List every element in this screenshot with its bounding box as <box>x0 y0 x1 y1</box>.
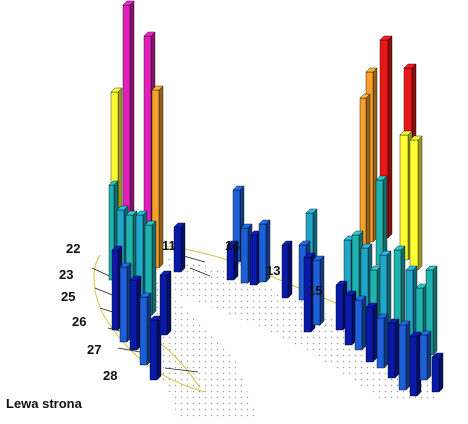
bar-33 <box>375 175 388 266</box>
bar-45 <box>354 295 367 351</box>
bar-15 <box>159 270 172 336</box>
bar-49 <box>398 320 411 391</box>
bar-39 <box>393 245 406 331</box>
bar-27 <box>379 35 393 239</box>
bar-26 <box>312 255 325 326</box>
arch-outline-inner <box>159 244 341 306</box>
tooth-label-15: 15 <box>308 283 323 298</box>
bar-47 <box>376 313 389 369</box>
bar-38 <box>379 250 392 326</box>
bar-16 <box>173 222 186 273</box>
bar-50 <box>409 331 422 397</box>
bar-44 <box>344 290 357 346</box>
tooth-label-14: 14 <box>225 238 240 253</box>
bar-12 <box>129 275 142 351</box>
tooth-label-22: 22 <box>66 241 81 256</box>
tooth-label-28: 28 <box>103 368 118 383</box>
floor-shadow-middle <box>160 255 440 400</box>
bar-51 <box>419 330 432 381</box>
bar-46 <box>365 302 378 363</box>
tooth-label-11: 11 <box>162 238 176 253</box>
tooth-label-26: 26 <box>72 314 87 329</box>
bar-48 <box>387 318 400 379</box>
bar-32 <box>409 135 423 271</box>
tooth-label-23: 23 <box>59 267 74 282</box>
bar-22 <box>281 240 293 299</box>
tooth-label-25: 25 <box>61 289 76 304</box>
tooth-label-13: 13 <box>266 263 281 278</box>
bar-14 <box>149 315 162 381</box>
bar-30 <box>359 93 371 259</box>
bar-13 <box>139 292 152 366</box>
bar-21 <box>258 219 271 283</box>
bar-11 <box>119 262 132 343</box>
bars-group <box>108 0 444 397</box>
bar-52 <box>431 352 444 393</box>
bar-18 <box>226 240 239 281</box>
side-caption: Lewa strona <box>6 396 82 411</box>
tooth-label-27: 27 <box>87 342 102 357</box>
